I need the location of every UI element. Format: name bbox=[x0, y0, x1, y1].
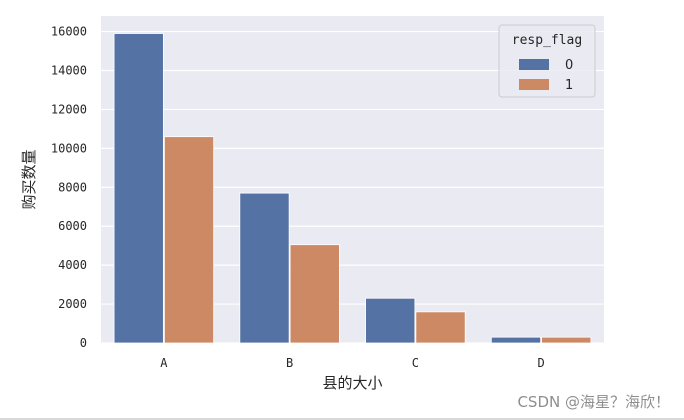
x-tick-label: D bbox=[538, 356, 545, 370]
bar-C-series-0 bbox=[365, 297, 416, 344]
legend-swatch-0 bbox=[519, 59, 549, 70]
legend-swatch-1 bbox=[519, 79, 549, 90]
y-tick-label: 6000 bbox=[58, 219, 87, 233]
bar-B-series-1 bbox=[289, 244, 340, 344]
y-tick-label: 2000 bbox=[58, 297, 87, 311]
bar-B-series-0 bbox=[239, 192, 290, 344]
bars bbox=[113, 33, 592, 344]
bar-A-series-1 bbox=[163, 136, 215, 344]
watermark-text: CSDN @海星？海欣！ bbox=[517, 393, 670, 411]
y-tick-label: 16000 bbox=[51, 25, 87, 39]
y-tick-label: 10000 bbox=[51, 141, 87, 155]
x-tick-label: A bbox=[160, 356, 168, 370]
legend: resp_flag 0 1 bbox=[498, 24, 596, 98]
y-tick-label: 14000 bbox=[51, 64, 87, 78]
x-tick-label: C bbox=[412, 356, 419, 370]
x-tick-labels: A B C D bbox=[160, 356, 544, 370]
y-tick-label: 8000 bbox=[58, 180, 87, 194]
bottom-divider bbox=[0, 418, 684, 420]
y-tick-label: 12000 bbox=[51, 102, 87, 116]
x-tick-label: B bbox=[286, 356, 293, 370]
bar-C-series-1 bbox=[415, 311, 466, 344]
legend-title: resp_flag bbox=[512, 33, 582, 48]
y-tick-label: 0 bbox=[80, 336, 87, 350]
legend-label-1: 1 bbox=[565, 78, 573, 93]
y-tick-labels: 0 2000 4000 6000 8000 10000 12000 14000 16000 bbox=[51, 25, 87, 350]
bar-D-series-0 bbox=[490, 336, 542, 344]
y-tick-label: 4000 bbox=[58, 258, 87, 272]
bar-D-series-1 bbox=[541, 336, 592, 344]
x-axis-label: 县的大小 bbox=[322, 374, 382, 392]
y-axis-label: 购买数量 bbox=[20, 149, 38, 209]
legend-label-0: 0 bbox=[565, 58, 573, 73]
bar-A-series-0 bbox=[113, 33, 164, 344]
